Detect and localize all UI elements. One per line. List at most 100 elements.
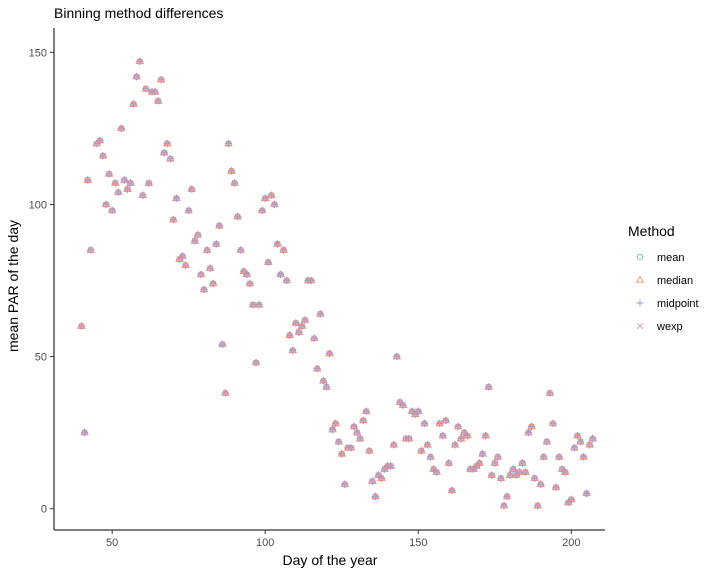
data-point-cross (84, 177, 91, 184)
data-point-cross (228, 168, 235, 174)
data-point-cross (124, 186, 131, 193)
data-point-cross (292, 320, 299, 327)
data-point-cross (479, 450, 486, 457)
data-point-cross (562, 469, 569, 476)
data-point-cross (210, 280, 217, 287)
data-point-cross (406, 435, 413, 442)
data-points (77, 57, 598, 510)
data-point-cross (510, 466, 517, 473)
data-point-cross (580, 454, 587, 460)
y-tick-label: 0 (41, 504, 47, 516)
data-point-cross (338, 450, 345, 457)
data-point-cross (289, 347, 296, 354)
data-point-cross (335, 438, 342, 445)
data-point-cross (234, 213, 241, 220)
data-point-cross (112, 180, 119, 187)
data-point-cross (222, 390, 229, 397)
data-point-cross (537, 481, 544, 488)
data-point-cross (259, 207, 266, 214)
data-point-cross (421, 420, 428, 427)
data-point-cross (323, 384, 330, 390)
data-point-cross (78, 323, 85, 330)
data-point-cross (219, 341, 226, 348)
data-point-cross (253, 359, 260, 366)
data-point-cross (476, 460, 483, 467)
data-point-cross (543, 438, 550, 445)
data-point-cross (194, 231, 201, 238)
data-point-cross (213, 241, 220, 247)
data-point-cross (216, 222, 223, 229)
data-point-cross (393, 353, 400, 360)
data-point-cross (525, 429, 532, 436)
legend-key-mean (636, 253, 644, 261)
data-point-cross (139, 192, 146, 199)
data-point-cross (378, 475, 385, 482)
data-point-cross (427, 454, 434, 460)
data-point-cross (204, 247, 211, 254)
data-point-cross (347, 444, 354, 451)
data-point-cross (491, 460, 498, 467)
data-point-cross (317, 311, 324, 317)
data-point-cross (142, 85, 149, 92)
legend-label-midpoint: midpoint (657, 298, 699, 310)
data-point-cross (182, 262, 189, 269)
axes: 50 100 150 200 0 50 100 150 (29, 28, 605, 549)
data-point-cross (115, 189, 122, 196)
data-point-cross (528, 423, 535, 430)
x-tick-label: 50 (106, 537, 118, 549)
data-point-cross (207, 265, 214, 272)
data-point-cross (262, 195, 269, 202)
data-point-cross (326, 350, 333, 357)
legend-label-mean: mean (657, 252, 685, 264)
data-point-cross (501, 502, 507, 509)
data-point-cross (504, 493, 511, 500)
data-point-cross (366, 447, 373, 454)
data-point-cross (399, 402, 406, 409)
data-point-cross (546, 390, 553, 397)
data-point-cross (314, 365, 321, 372)
data-point-cross (106, 171, 113, 178)
data-point-cross (320, 377, 327, 384)
data-point-cross (351, 423, 357, 430)
data-point-cross (283, 277, 290, 284)
data-point-cross (308, 277, 315, 284)
data-point-cross (286, 332, 293, 339)
data-point-cross (482, 432, 489, 439)
data-point-cross (268, 192, 275, 199)
data-point-cross (439, 432, 446, 439)
data-point-cross (497, 475, 504, 482)
y-axis-title: mean PAR of the day (5, 220, 21, 352)
data-point-cross (136, 58, 143, 65)
data-point-cross (173, 195, 180, 202)
data-point-cross (246, 280, 253, 287)
legend-label-median: median (657, 275, 693, 287)
data-point-cross (516, 469, 523, 476)
data-point-cross (81, 429, 88, 436)
data-point-cross (574, 432, 581, 439)
data-point-cross (231, 180, 238, 187)
y-tick-label: 100 (29, 199, 47, 211)
data-point-cross (553, 484, 560, 491)
data-point-cross (369, 478, 376, 485)
chart-title: Binning method differences (54, 5, 223, 21)
data-point-cross (341, 481, 348, 488)
y-tick-label: 50 (35, 352, 47, 364)
data-point-cross (179, 253, 186, 260)
legend-key-median (635, 275, 645, 283)
data-point-cross (549, 420, 556, 427)
data-point-cross (357, 435, 364, 442)
data-point-cross (433, 469, 440, 476)
data-point-cross (145, 180, 152, 187)
data-point-cross (197, 271, 204, 278)
data-point-cross (256, 301, 263, 308)
data-point-cross (458, 435, 465, 442)
data-point-cross (277, 271, 284, 278)
legend-title: Method (628, 223, 675, 239)
x-tick-label: 150 (409, 537, 427, 549)
data-point-cross (455, 423, 462, 430)
data-point-cross (280, 247, 287, 254)
x-axis-title: Day of the year (283, 552, 378, 568)
data-point-cross (161, 149, 168, 156)
data-point-cross (568, 496, 575, 503)
data-point-cross (243, 271, 250, 278)
